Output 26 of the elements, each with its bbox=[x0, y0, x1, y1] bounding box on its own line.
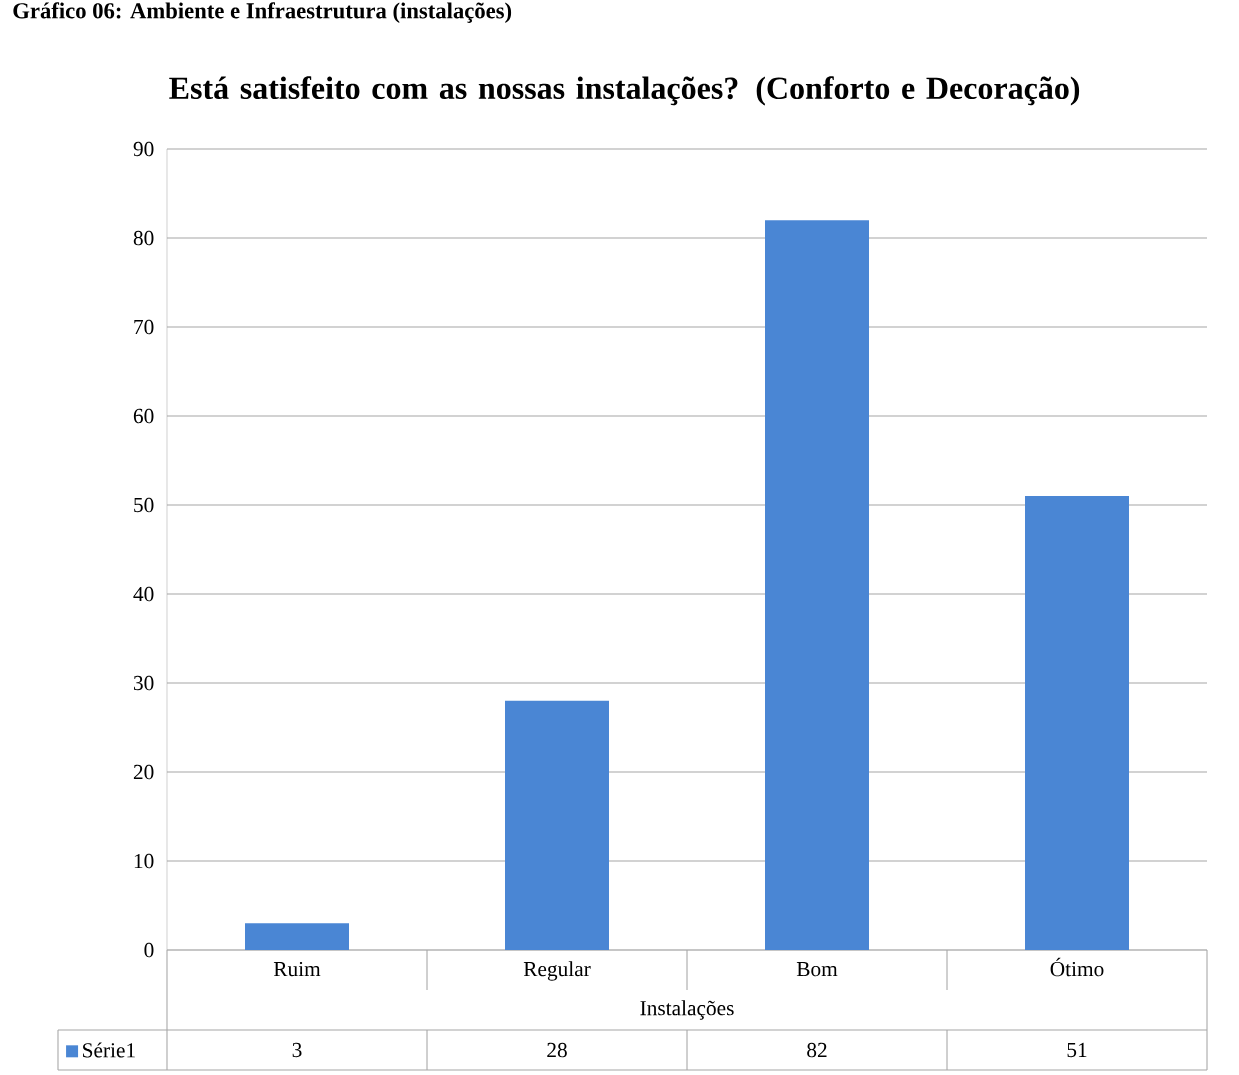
bar bbox=[505, 700, 609, 950]
y-tick-label: 80 bbox=[133, 230, 154, 246]
x-tick-label: Regular bbox=[523, 961, 591, 981]
data-label: 51 bbox=[1067, 1042, 1087, 1058]
text: Gráfico 06: Ambiente e Infraestrutura (instalações) bbox=[13, 2, 512, 24]
data-label: 28 bbox=[547, 1042, 567, 1058]
y-tick-label: 20 bbox=[133, 764, 154, 780]
y-tick-label: 30 bbox=[133, 675, 154, 691]
bar bbox=[765, 220, 870, 950]
x-tick-label: Ruim bbox=[273, 961, 321, 977]
x-tick-label: Bom bbox=[796, 962, 838, 977]
y-tick-label: 0 bbox=[144, 942, 154, 958]
y-tick-label: 50 bbox=[134, 497, 154, 513]
legend-label: Série1 bbox=[83, 1042, 135, 1058]
y-tick-label: 70 bbox=[134, 319, 154, 335]
data-label: 3 bbox=[292, 1042, 302, 1058]
x-tick-label: Ótimo bbox=[1050, 957, 1104, 977]
bar bbox=[1025, 496, 1130, 950]
x-axis-title: Instalações bbox=[640, 1000, 734, 1020]
y-tick-label: 10 bbox=[134, 853, 154, 869]
chart-title: Está satisfeito com as nossas instalações? (Conforto e Decoração) bbox=[169, 76, 1080, 106]
y-tick-label: 60 bbox=[133, 408, 154, 424]
y-tick-label: 40 bbox=[133, 586, 154, 602]
bar bbox=[245, 923, 349, 950]
y-tick-label: 90 bbox=[133, 141, 154, 157]
data-label: 82 bbox=[807, 1042, 827, 1058]
